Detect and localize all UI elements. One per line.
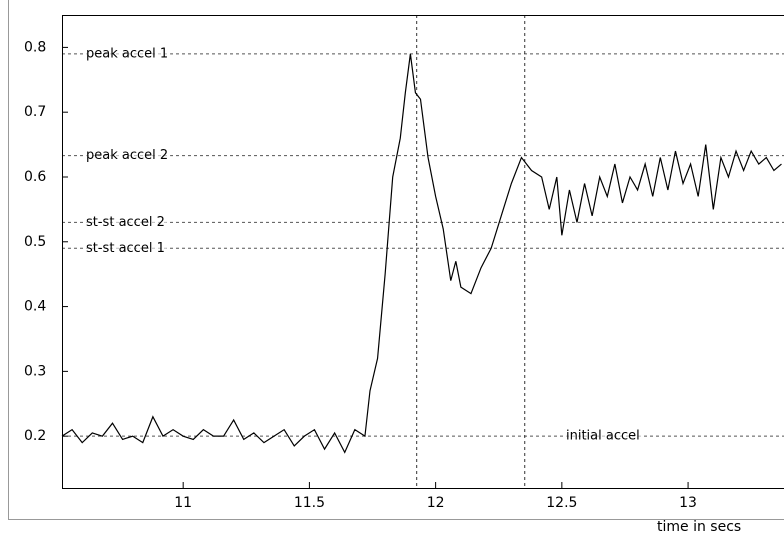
label-background [564,428,642,444]
y-tick-label: 0.6 [24,169,46,185]
reference-label: initial accel [566,429,640,444]
y-tick-label: 0.2 [24,428,46,444]
plot-area [61,15,784,488]
x-tick-label: 11 [174,495,192,511]
y-tick-label: 0.7 [24,104,46,120]
y-tick-label: 0.5 [24,234,46,250]
y-tick-label: 0.4 [24,299,46,315]
label-background [84,148,171,164]
x-tick-label: 12.5 [546,495,577,511]
x-tick-label: 13 [679,495,697,511]
y-tick-label: 0.8 [24,39,46,55]
reference-label: st-st accel 2 [86,215,165,230]
y-tick-label: 0.3 [24,363,46,379]
reference-label: peak accel 2 [86,148,168,163]
label-background [84,240,167,256]
reference-label: st-st accel 1 [86,241,165,256]
reference-label: peak accel 1 [86,46,168,61]
x-tick-label: 11.5 [294,495,325,511]
label-background [84,214,167,230]
data-line [61,53,782,454]
x-tick-label: 12 [427,495,445,511]
x-axis-label: time in secs [657,519,741,535]
label-background [84,46,171,62]
